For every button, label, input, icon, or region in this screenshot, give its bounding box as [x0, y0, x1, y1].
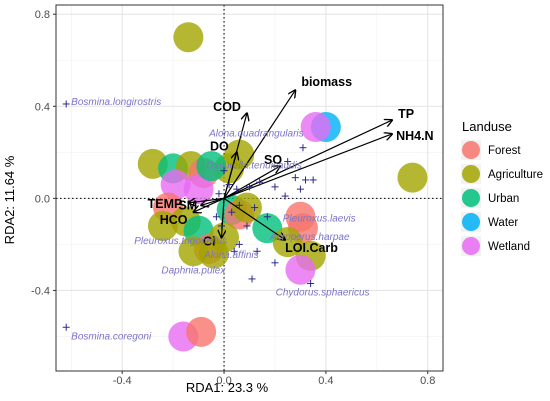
species-label: Bosmina.coregoni [71, 331, 152, 342]
env-vector-label: HCO [160, 213, 188, 227]
species-point [307, 280, 315, 288]
env-vector-label: DO [210, 139, 229, 153]
legend-key-swatch [462, 141, 480, 159]
species-point [235, 240, 243, 248]
env-vector-label: LOI.Carb [285, 241, 338, 255]
site-pie [173, 22, 204, 53]
legend-title: Landuse [462, 119, 512, 134]
species-point [271, 183, 279, 191]
species-point [215, 190, 223, 198]
species-point [62, 100, 70, 108]
species-point [225, 181, 233, 189]
species-label: Oxyurella.tenuicaudis [206, 160, 302, 171]
env-vector-label: SM [178, 198, 197, 212]
species-point [302, 176, 310, 184]
env-vector-label: Cl [203, 234, 216, 248]
species-point [299, 144, 307, 152]
species-point [296, 185, 304, 193]
x-tick-label: -0.4 [113, 375, 132, 387]
species-label: Bosmina.longirostris [71, 97, 161, 108]
x-tick-label: 0.0 [216, 375, 231, 387]
species-point [212, 213, 220, 221]
species-point [228, 208, 236, 216]
tick-labels: -0.4 0.0 0.4 0.8 -0.4 0.0 0.4 0.8 [31, 9, 435, 387]
legend-item-label: Urban [488, 193, 519, 205]
site-pie [178, 236, 209, 267]
env-vector-label: TEMP [148, 197, 183, 211]
legend-item-label: Wetland [488, 241, 530, 253]
y-tick-label: 0.4 [35, 101, 50, 113]
y-tick-label: -0.4 [31, 285, 50, 297]
axes [53, 4, 444, 374]
x-tick-label: 0.4 [318, 375, 333, 387]
legend-item-label: Water [488, 217, 518, 229]
species-point [233, 185, 241, 193]
legend-item-label: Forest [488, 145, 521, 157]
site-pies [137, 22, 428, 352]
species-label: Pleuroxus.trigonellus [134, 236, 227, 247]
env-vector-label: SO [264, 153, 282, 167]
site-pie [147, 210, 178, 241]
species-label: Alona.affinis [203, 250, 258, 261]
species-label: Daphnia.pulex [161, 266, 226, 277]
species-points: Bosmina.longirostris Alona.quadrangularis… [62, 97, 370, 342]
species-point [253, 247, 261, 255]
y-axis-title: RDA2: 11.64 % [2, 155, 17, 244]
x-tick-label: 0.8 [420, 375, 435, 387]
env-vector-label: biomass [301, 75, 352, 89]
site-pie [160, 169, 191, 200]
species-label: Alona.quadrangularis [208, 129, 304, 140]
species-point [62, 323, 70, 331]
species-label: Chydorus.sphaericus [276, 288, 370, 299]
species-point [251, 204, 259, 212]
species-point [230, 247, 238, 255]
species-point [217, 222, 225, 230]
species-point [256, 178, 264, 186]
site-pie [231, 192, 262, 223]
site-pie [300, 112, 331, 142]
env-vector-arrow [223, 120, 392, 199]
site-pie [183, 174, 214, 205]
env-vector-arrow [221, 198, 224, 237]
species-label: Acroperus.harpae [269, 232, 350, 243]
env-vector-label: NH4.N [396, 129, 434, 143]
legend-key-swatch [462, 237, 480, 255]
species-point [246, 183, 253, 191]
species-point [291, 174, 299, 182]
legend-key-swatch [462, 189, 480, 207]
species-point [248, 275, 256, 283]
species-point [235, 201, 243, 209]
site-pie [186, 316, 217, 347]
species-point [309, 176, 317, 184]
x-axis-title: RDA1: 23.3 % [186, 380, 269, 395]
species-point [284, 158, 292, 166]
env-vector-arrow [223, 166, 280, 199]
legend: Landuse Forest Agriculture Urban Water Wetla… [461, 119, 543, 256]
species-point [220, 167, 228, 175]
legend-key-swatch [462, 165, 480, 183]
site-pie [397, 162, 428, 193]
plot-border [55, 4, 444, 372]
env-vector-label: COD [213, 100, 241, 114]
species-point [271, 259, 279, 267]
species-label: Pleuroxus.laevis [283, 213, 356, 224]
env-vector-arrow [223, 134, 392, 199]
species-point [281, 192, 289, 200]
env-vector-arrow [223, 152, 237, 199]
y-tick-label: 0.0 [35, 193, 50, 205]
legend-item-label: Agriculture [488, 169, 543, 181]
species-point [243, 222, 251, 230]
env-vector-label: TP [398, 107, 414, 121]
species-point [263, 213, 271, 221]
site-pie [196, 151, 227, 182]
env-vector-arrow [223, 90, 295, 199]
env-vector-arrow [223, 197, 285, 239]
legend-key-swatch [462, 213, 480, 231]
env-vector-arrow [193, 197, 225, 212]
site-pie [285, 254, 316, 285]
y-tick-label: 0.8 [35, 9, 50, 21]
